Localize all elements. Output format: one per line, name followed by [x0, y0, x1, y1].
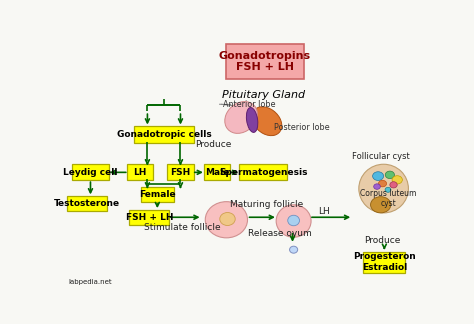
Text: Corpus luteum
cyst: Corpus luteum cyst — [360, 189, 416, 208]
Ellipse shape — [359, 164, 409, 213]
Ellipse shape — [246, 108, 258, 133]
FancyBboxPatch shape — [141, 187, 174, 202]
FancyBboxPatch shape — [227, 44, 303, 79]
Text: Gonadotropins
FSH + LH: Gonadotropins FSH + LH — [219, 51, 311, 72]
Ellipse shape — [220, 213, 235, 226]
Ellipse shape — [225, 101, 257, 133]
Text: Spermatogenesis: Spermatogenesis — [219, 168, 307, 177]
Text: FSH + LH: FSH + LH — [126, 213, 173, 222]
Text: FSH: FSH — [170, 168, 191, 177]
Text: Testosterone: Testosterone — [54, 199, 120, 208]
Ellipse shape — [290, 246, 298, 253]
Text: Female: Female — [139, 190, 176, 199]
Ellipse shape — [385, 171, 394, 179]
Text: labpedia.net: labpedia.net — [68, 279, 112, 285]
FancyBboxPatch shape — [134, 126, 194, 144]
Ellipse shape — [392, 176, 402, 184]
Text: Male: Male — [205, 168, 229, 177]
Ellipse shape — [390, 182, 397, 188]
Ellipse shape — [205, 202, 247, 238]
Text: LH: LH — [318, 206, 329, 215]
Ellipse shape — [288, 215, 300, 226]
FancyBboxPatch shape — [167, 164, 194, 180]
FancyBboxPatch shape — [72, 164, 109, 180]
Text: Produce: Produce — [365, 237, 401, 246]
Text: Anterior lobe: Anterior lobe — [223, 100, 275, 109]
Ellipse shape — [374, 184, 380, 189]
Text: Pituitary Gland: Pituitary Gland — [221, 90, 305, 100]
FancyBboxPatch shape — [66, 196, 107, 211]
Ellipse shape — [385, 187, 391, 192]
Text: Maturing follicle: Maturing follicle — [230, 200, 303, 209]
FancyBboxPatch shape — [239, 164, 287, 180]
Text: Release ovum: Release ovum — [248, 229, 311, 238]
FancyBboxPatch shape — [127, 164, 153, 180]
Text: LH: LH — [133, 168, 147, 177]
Ellipse shape — [252, 107, 282, 136]
Text: Leydig cell: Leydig cell — [63, 168, 118, 177]
Ellipse shape — [371, 197, 391, 213]
FancyBboxPatch shape — [129, 210, 169, 225]
Text: Progesteron
Estradiol: Progesteron Estradiol — [353, 252, 416, 272]
Text: Posterior lobe: Posterior lobe — [274, 123, 330, 132]
Text: Produce: Produce — [195, 140, 231, 149]
Text: Stimulate follicle: Stimulate follicle — [144, 223, 220, 232]
FancyBboxPatch shape — [363, 251, 405, 273]
Ellipse shape — [378, 180, 387, 187]
Ellipse shape — [373, 172, 383, 180]
Ellipse shape — [276, 205, 311, 237]
Text: Follicular cyst: Follicular cyst — [352, 152, 410, 161]
Text: Gonadotropic cells: Gonadotropic cells — [117, 131, 211, 139]
FancyBboxPatch shape — [204, 164, 230, 180]
